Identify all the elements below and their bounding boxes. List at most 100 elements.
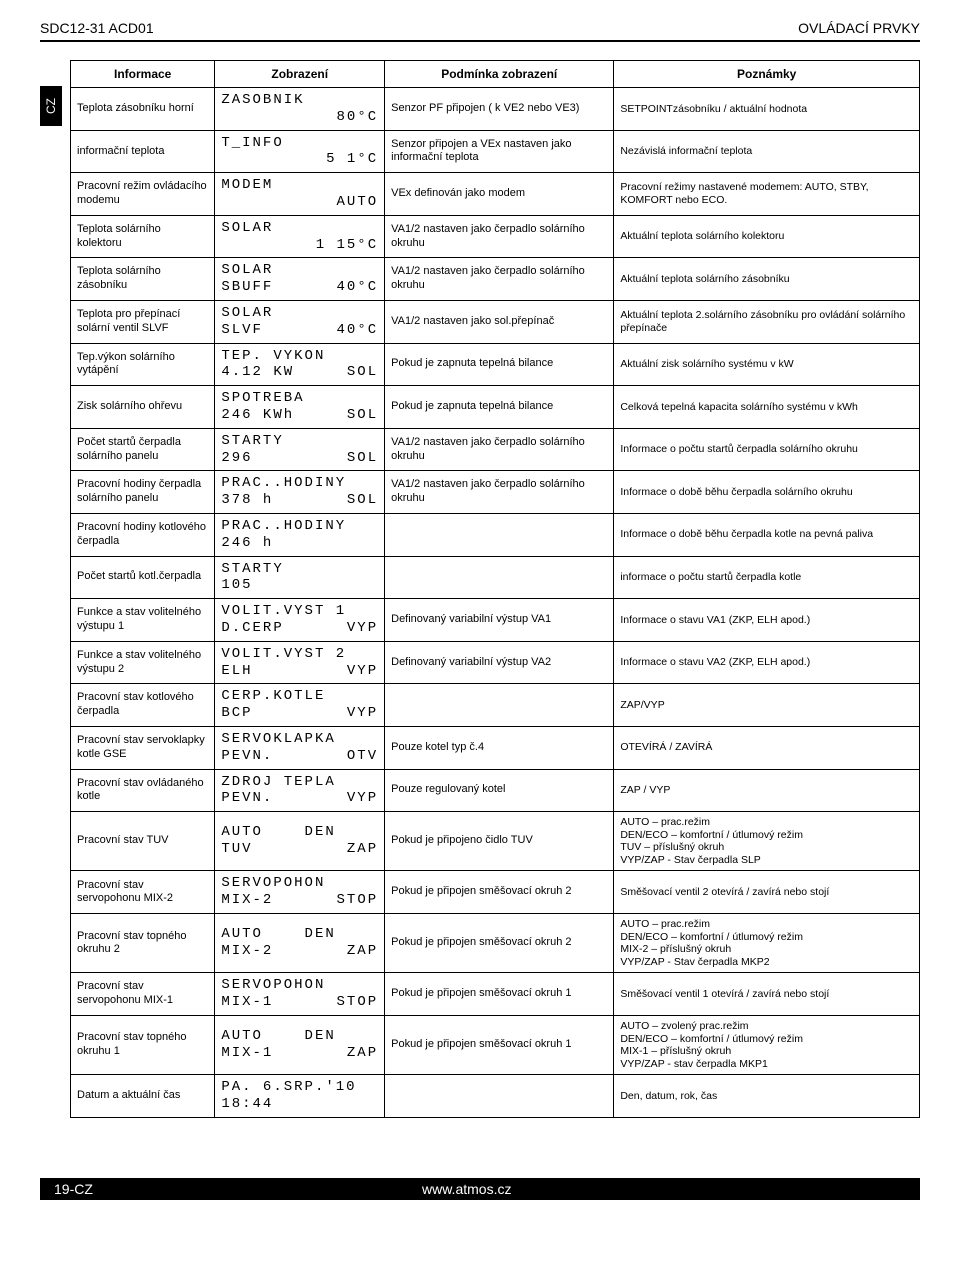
page-footer: 19-CZ www.atmos.cz [40,1178,920,1200]
display-line2: BCPVYP [221,705,378,722]
display-line2: 246 KWhSOL [221,407,378,424]
cell-display: SOLARSBUFF40°C [215,258,385,301]
display-line2-left: MIX-2 [221,892,273,909]
display-line2-right: VYP [347,663,378,680]
cell-info: informační teplota [71,130,215,173]
display-line1: AUTO DEN [221,1028,378,1045]
display-line2: 4.12 KWSOL [221,364,378,381]
cell-info: Funkce a stav volitelného výstupu 2 [71,641,215,684]
cell-condition [385,556,614,599]
cell-info: Pracovní stav topného okruhu 1 [71,1016,215,1075]
language-tab: CZ [40,86,62,126]
table-row: Pracovní stav servopohonu MIX-1SERVOPOHO… [71,973,920,1016]
cell-condition: Pokud je připojen směšovací okruh 1 [385,973,614,1016]
cell-notes: Směšovací ventil 2 otevírá / zavírá nebo… [614,871,920,914]
display-line2: SLVF40°C [221,322,378,339]
display-line1: SERVOKLAPKA [221,731,378,748]
cell-notes: Nezávislá informační teplota [614,130,920,173]
table-row: Pracovní režim ovládacího modemuMODEMAUT… [71,173,920,216]
cell-display: SOLAR1 15°C [215,215,385,258]
display-line2-right: SOL [347,364,378,381]
cell-condition: Senzor PF připojen ( k VE2 nebo VE3) [385,88,614,131]
cell-display: T_INFO5 1°C [215,130,385,173]
table-row: Teplota solárního zásobníkuSOLARSBUFF40°… [71,258,920,301]
display-line2-left: D.CERP [221,620,283,637]
display-line2: MIX-2ZAP [221,943,378,960]
cell-display: ZASOBNIK80°C [215,88,385,131]
display-line2: 246 h [221,535,378,552]
table-row: Teplota solárního kolektoruSOLAR1 15°CVA… [71,215,920,258]
cell-info: Pracovní stav topného okruhu 2 [71,914,215,973]
table-row: Pracovní hodiny kotlového čerpadlaPRAC..… [71,513,920,556]
footer-url: www.atmos.cz [408,1178,920,1200]
cell-condition: Pokud je zapnuta tepelná bilance [385,343,614,386]
display-line2-left: TUV [221,841,252,858]
cell-display: STARTY105 [215,556,385,599]
cell-condition: VA1/2 nastaven jako čerpadlo solárního o… [385,428,614,471]
display-line2-left: 296 [221,450,252,467]
cell-display: PRAC..HODINY246 h [215,513,385,556]
display-line2: D.CERPVYP [221,620,378,637]
cell-info: Pracovní stav servopohonu MIX-2 [71,871,215,914]
display-line2-left: ELH [221,663,252,680]
cell-info: Tep.výkon solárního vytápění [71,343,215,386]
display-line1: STARTY [221,561,378,578]
cell-display: SERVOPOHONMIX-2STOP [215,871,385,914]
col-info: Informace [71,61,215,88]
display-line1: PRAC..HODINY [221,475,378,492]
display-line1: VOLIT.VYST 2 [221,646,378,663]
cell-notes: Směšovací ventil 1 otevírá / zavírá nebo… [614,973,920,1016]
page-number: 19-CZ [40,1178,408,1200]
display-line2-right: STOP [337,994,379,1011]
cell-display: AUTO DENTUVZAP [215,812,385,871]
display-line2: 80°C [221,109,378,126]
section-title: OVLÁDACÍ PRVKY [798,20,920,36]
table-row: informační teplotaT_INFO5 1°CSenzor přip… [71,130,920,173]
cell-info: Počet startů čerpadla solárního panelu [71,428,215,471]
cell-info: Pracovní stav servopohonu MIX-1 [71,973,215,1016]
display-line1: AUTO DEN [221,824,378,841]
display-line2: ELH VYP [221,663,378,680]
cell-condition: VA1/2 nastaven jako čerpadlo solárního o… [385,258,614,301]
table-row: Počet startů čerpadla solárního paneluST… [71,428,920,471]
display-line2-right: ZAP [347,943,378,960]
cell-notes: ZAP/VYP [614,684,920,727]
cell-notes: Informace o stavu VA2 (ZKP, ELH apod.) [614,641,920,684]
table-row: Teplota zásobníku horníZASOBNIK80°CSenzo… [71,88,920,131]
display-line2-left: PEVN. [221,748,273,765]
cell-notes: Aktuální teplota solárního kolektoru [614,215,920,258]
page-header: SDC12-31 ACD01 OVLÁDACÍ PRVKY [40,20,920,42]
cell-notes: Informace o stavu VA1 (ZKP, ELH apod.) [614,599,920,642]
cell-condition: VEx definován jako modem [385,173,614,216]
cell-notes: AUTO – prac.režim DEN/ECO – komfortní / … [614,914,920,973]
cell-notes: Informace o době běhu čerpadla solárního… [614,471,920,514]
table-row: Pracovní stav topného okruhu 2 AUTO DENMI… [71,914,920,973]
cell-condition: VA1/2 nastaven jako sol.přepínač [385,300,614,343]
display-line2-right: VYP [347,705,378,722]
display-line2-left: MIX-1 [221,994,273,1011]
table-row: Pracovní hodiny čerpadla solárního panel… [71,471,920,514]
cell-display: SERVOKLAPKAPEVN.OTV [215,726,385,769]
cell-condition: Pouze kotel typ č.4 [385,726,614,769]
cell-info: Pracovní hodiny kotlového čerpadla [71,513,215,556]
display-line2-right: 40°C [337,322,379,339]
cell-info: Datum a aktuální čas [71,1075,215,1118]
table-row: Pracovní stav TUVAUTO DENTUVZAPPokud je … [71,812,920,871]
cell-info: Počet startů kotl.čerpadla [71,556,215,599]
display-line1: AUTO DEN [221,926,378,943]
cell-condition: VA1/2 nastaven jako čerpadlo solárního o… [385,471,614,514]
table-row: Pracovní stav topného okruhu 1AUTO DENMI… [71,1016,920,1075]
cell-notes: AUTO – zvolený prac.režim DEN/ECO – komf… [614,1016,920,1075]
cell-display: VOLIT.VYST 1D.CERPVYP [215,599,385,642]
cell-info: Pracovní hodiny čerpadla solárního panel… [71,471,215,514]
display-line1: VOLIT.VYST 1 [221,603,378,620]
cell-notes: Pracovní režimy nastavené modemem: AUTO,… [614,173,920,216]
cell-info: Pracovní stav ovládaného kotle [71,769,215,812]
table-row: Počet startů kotl.čerpadlaSTARTY105infor… [71,556,920,599]
display-line2: AUTO [221,194,378,211]
display-line2-left: SBUFF [221,279,273,296]
display-line1: TEP. VYKON [221,348,378,365]
display-line1: SPOTREBA [221,390,378,407]
display-line2-left: PEVN. [221,790,273,807]
display-line2-right: VYP [347,790,378,807]
